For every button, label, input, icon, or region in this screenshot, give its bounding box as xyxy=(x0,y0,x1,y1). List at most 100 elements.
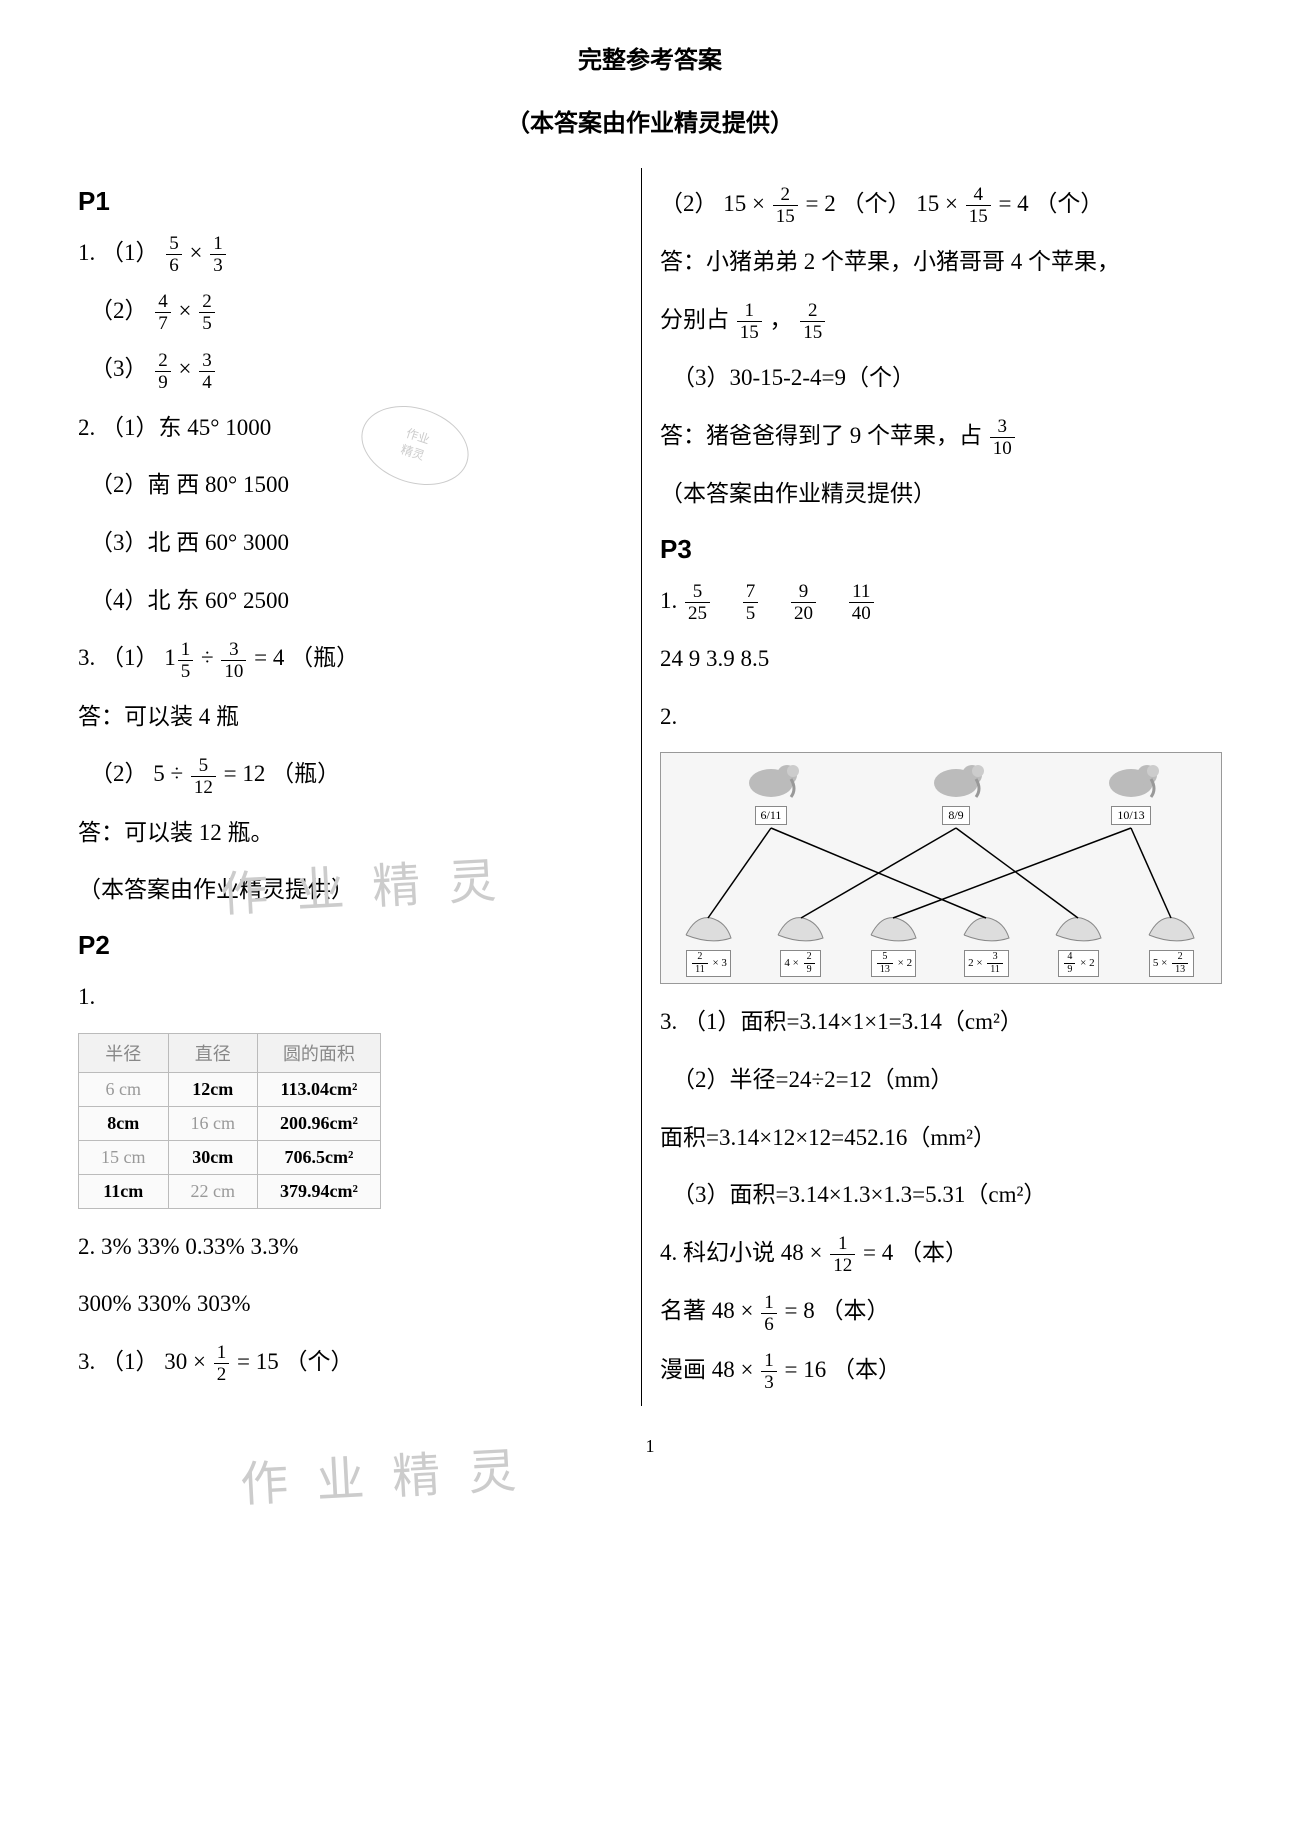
fraction: 56 xyxy=(166,234,182,275)
fraction: 16 xyxy=(761,1293,777,1334)
label: （2） 15 × xyxy=(660,191,771,216)
p1-q2c: （3）北 西 60° 3000 xyxy=(78,521,623,565)
p3-q4a: 4. 科幻小说 48 × 112 = 4 （本） xyxy=(660,1231,1222,1275)
table-row: 8cm 16 cm 200.96cm² xyxy=(79,1106,381,1140)
p2-header: P2 xyxy=(78,930,623,961)
p1-q3a-ans: 答：可以装 4 瓶 xyxy=(78,695,623,739)
th-area: 圆的面积 xyxy=(258,1033,381,1072)
p2-q3: 3. （1） 30 × 12 = 15 （个） xyxy=(78,1340,623,1384)
table-header-row: 半径 直径 圆的面积 xyxy=(79,1033,381,1072)
r-line1: （2） 15 × 215 = 2 （个） 15 × 415 = 4 （个） xyxy=(660,182,1222,226)
cell: 113.04cm² xyxy=(258,1072,381,1106)
p2-q2a: 2. 3% 33% 0.33% 3.3% xyxy=(78,1225,623,1269)
label: （3） xyxy=(90,356,148,381)
p1-q1a: 1. （1） 56 × 13 xyxy=(78,231,623,275)
left-column: P1 1. （1） 56 × 13 （2） 47 × 25 （3） 29 × 3… xyxy=(60,168,642,1406)
p1-q2b: （2）南 西 80° 1500 xyxy=(78,463,623,507)
credit-line: （本答案由作业精灵提供） xyxy=(660,472,1222,516)
cell: 6 cm xyxy=(79,1072,169,1106)
fraction: 34 xyxy=(199,351,215,392)
fraction: 112 xyxy=(830,1234,855,1275)
result: = 15 （个） xyxy=(237,1349,353,1374)
content-columns: 作业 精灵 作 业 精 灵 作 业 精 灵 P1 1. （1） 56 × 13 … xyxy=(60,168,1240,1406)
p1-q3a: 3. （1） 115 ÷ 310 = 4 （瓶） xyxy=(78,636,623,680)
cell: 379.94cm² xyxy=(258,1174,381,1208)
p2-q1: 1. xyxy=(78,975,623,1019)
cell: 15 cm xyxy=(79,1140,169,1174)
th-radius: 半径 xyxy=(79,1033,169,1072)
p3-q4c: 漫画 48 × 13 = 16 （本） xyxy=(660,1348,1222,1392)
result: = 4 （瓶） xyxy=(254,645,359,670)
op: ÷ xyxy=(201,645,219,670)
cell: 30cm xyxy=(168,1140,258,1174)
label: （2） 5 ÷ xyxy=(90,761,189,786)
fraction: 25 xyxy=(199,292,215,333)
cell: 8cm xyxy=(79,1106,169,1140)
cell: 200.96cm² xyxy=(258,1106,381,1140)
cell: 11cm xyxy=(79,1174,169,1208)
r-line3: 分别占 115 ， 215 xyxy=(660,298,1222,342)
page-number: 1 xyxy=(60,1436,1240,1457)
p1-q1b: （2） 47 × 25 xyxy=(78,289,623,333)
p1-q2a: 2. （1）东 45° 1000 xyxy=(78,406,623,450)
fraction: 310 xyxy=(221,640,246,681)
label: 3. （1） 30 × xyxy=(78,1349,212,1374)
fraction: 415 xyxy=(966,185,991,226)
p3-q3d: （3）面积=3.14×1.3×1.3=5.31（cm²） xyxy=(660,1173,1222,1217)
p3-q2: 2. xyxy=(660,695,1222,739)
label: 3. （1） xyxy=(78,645,159,670)
fraction: 920 xyxy=(791,582,816,623)
label: 1. （1） xyxy=(78,240,159,265)
text: = 2 （个） 15 × xyxy=(805,191,963,216)
matching-diagram: 6/11 8/9 10/13 211 × 3 4 × 29 513 × 2 xyxy=(660,752,1222,984)
sub-title: （本答案由作业精灵提供） xyxy=(60,103,1240,138)
fraction: 215 xyxy=(800,301,825,342)
cell: 12cm xyxy=(168,1072,258,1106)
p3-q4b: 名著 48 × 16 = 8 （本） xyxy=(660,1289,1222,1333)
table-row: 11cm 22 cm 379.94cm² xyxy=(79,1174,381,1208)
r-line5: 答：猪爸爸得到了 9 个苹果，占 310 xyxy=(660,414,1222,458)
fraction: 47 xyxy=(155,292,171,333)
label: 1. xyxy=(660,588,683,613)
r-line2: 答：小猪弟弟 2 个苹果，小猪哥哥 4 个苹果， xyxy=(660,240,1222,284)
fraction: 115 xyxy=(737,301,762,342)
result: = 8 （本） xyxy=(784,1298,889,1323)
label: 分别占 xyxy=(660,307,735,332)
label: 4. 科幻小说 48 × xyxy=(660,1240,828,1265)
fraction: 215 xyxy=(773,185,798,226)
p3-q3a: 3. （1）面积=3.14×1×1=3.14（cm²） xyxy=(660,1000,1222,1044)
p1-q1c: （3） 29 × 34 xyxy=(78,347,623,391)
label: （2） xyxy=(90,298,148,323)
fraction: 13 xyxy=(761,1351,777,1392)
fraction: 29 xyxy=(155,351,171,392)
r-line4: （3）30-15-2-4=9（个） xyxy=(660,356,1222,400)
result: = 4 （本） xyxy=(863,1240,968,1265)
main-title: 完整参考答案 xyxy=(60,40,1240,75)
fraction: 15 xyxy=(178,640,194,681)
text: ， xyxy=(770,307,793,332)
fraction: 75 xyxy=(743,582,759,623)
match-lines xyxy=(661,753,1221,983)
p3-q1: 1. 525 75 920 1140 xyxy=(660,579,1222,623)
result: = 16 （本） xyxy=(784,1357,900,1382)
cell: 22 cm xyxy=(168,1174,258,1208)
circle-table: 半径 直径 圆的面积 6 cm 12cm 113.04cm² 8cm 16 cm… xyxy=(78,1033,381,1209)
table-row: 6 cm 12cm 113.04cm² xyxy=(79,1072,381,1106)
fraction: 1140 xyxy=(849,582,874,623)
p3-header: P3 xyxy=(660,534,1222,565)
fraction: 512 xyxy=(191,756,216,797)
p1-header: P1 xyxy=(78,186,623,217)
label: 漫画 48 × xyxy=(660,1357,759,1382)
p2-q2b: 300% 330% 303% xyxy=(78,1282,623,1326)
th-diameter: 直径 xyxy=(168,1033,258,1072)
fraction: 12 xyxy=(214,1343,230,1384)
cell: 706.5cm² xyxy=(258,1140,381,1174)
result: = 12 （瓶） xyxy=(224,761,340,786)
table-row: 15 cm 30cm 706.5cm² xyxy=(79,1140,381,1174)
p3-q1b: 24 9 3.9 8.5 xyxy=(660,637,1222,681)
fraction: 310 xyxy=(990,417,1015,458)
fraction: 13 xyxy=(210,234,226,275)
p3-q3c: 面积=3.14×12×12=452.16（mm²） xyxy=(660,1116,1222,1160)
right-column: （2） 15 × 215 = 2 （个） 15 × 415 = 4 （个） 答：… xyxy=(642,168,1240,1406)
p1-q3b: （2） 5 ÷ 512 = 12 （瓶） xyxy=(78,752,623,796)
